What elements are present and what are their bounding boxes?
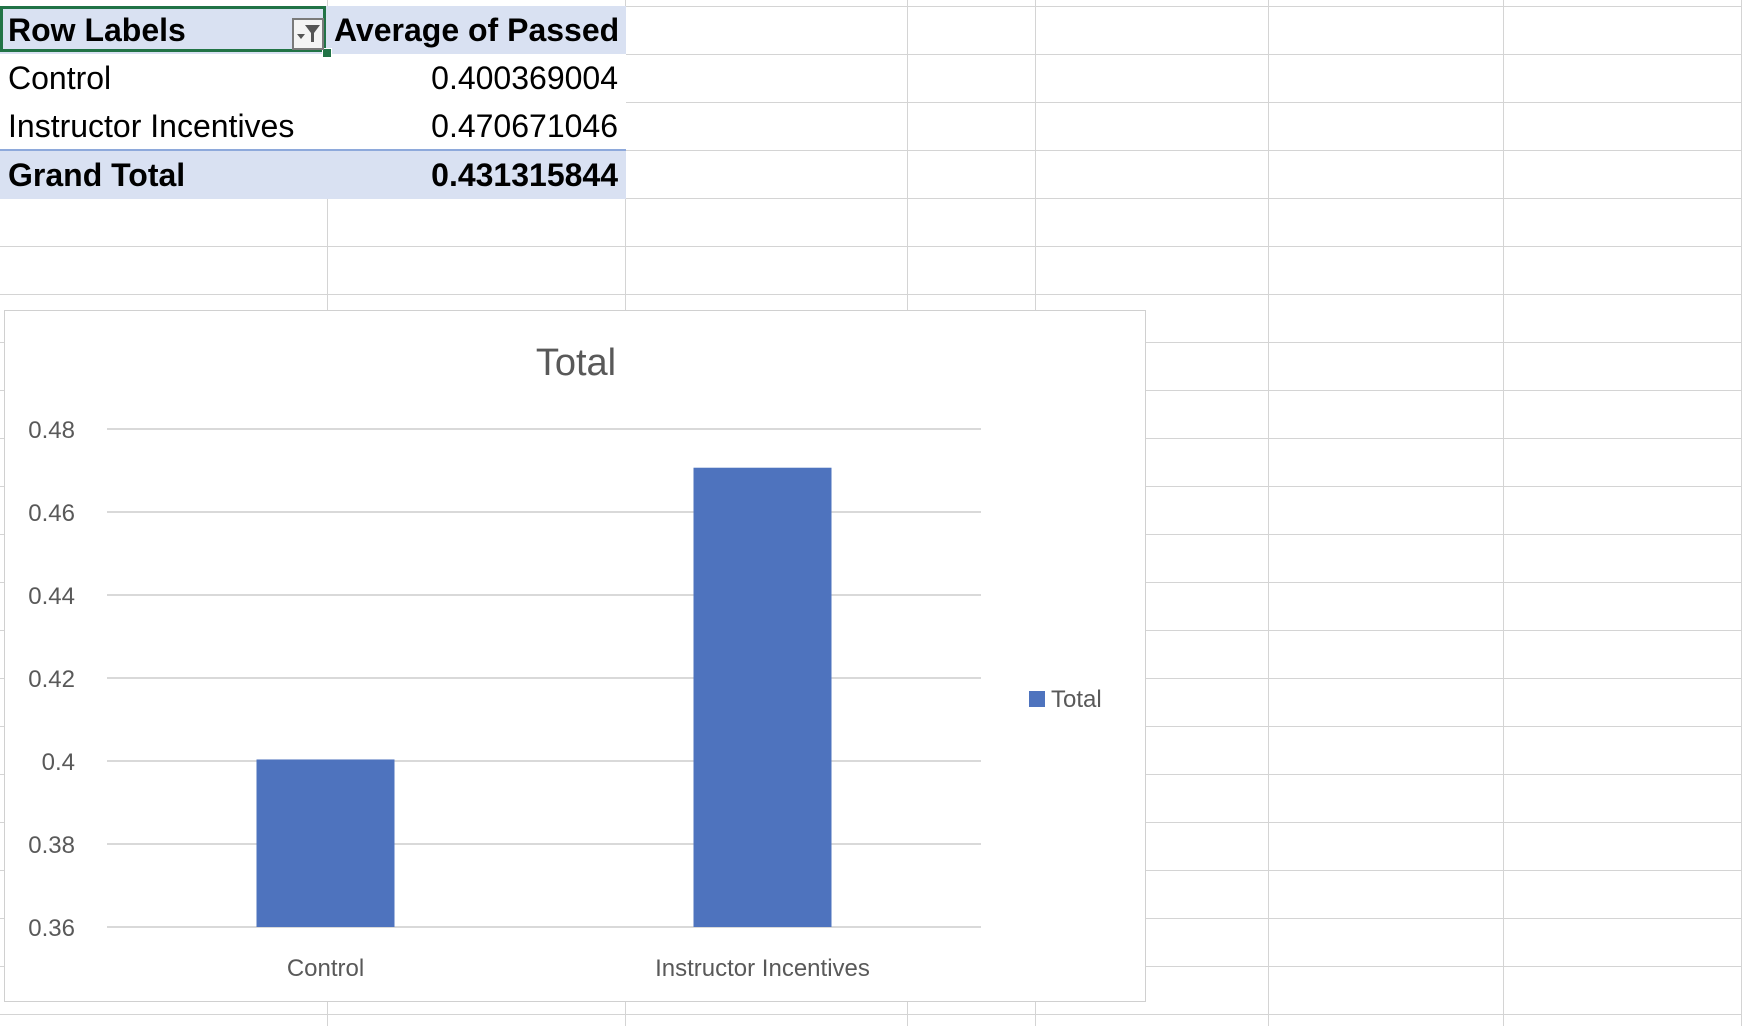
x-axis[interactable]: Control Instructor Incentives: [287, 955, 870, 982]
column-divider: [1503, 0, 1504, 1026]
row-divider: [0, 1014, 1742, 1015]
y-tick-label: 0.44: [28, 583, 75, 610]
x-category-label: Control: [287, 955, 364, 982]
pivot-row-label[interactable]: Control: [8, 60, 112, 96]
legend-swatch: [1029, 691, 1045, 707]
legend-label: Total: [1051, 686, 1102, 713]
pivot-row[interactable]: Instructor Incentives 0.470671046: [0, 102, 626, 150]
bar-chart[interactable]: Total 0.36 0.38 0.4 0.42 0.44 0.46 0.48 Contro…: [4, 310, 1146, 1002]
y-tick-label: 0.4: [42, 749, 75, 776]
filter-dropdown-icon: [297, 25, 320, 42]
pivot-row-value[interactable]: 0.400369004: [431, 60, 618, 96]
chart-canvas: Total 0.36 0.38 0.4 0.42 0.44 0.46 0.48 Contro…: [28, 342, 1102, 982]
grand-total-separator: [0, 149, 626, 151]
bar-series[interactable]: [256, 467, 832, 927]
y-tick-label: 0.36: [28, 915, 75, 942]
bar[interactable]: [256, 759, 395, 927]
grand-total-value[interactable]: 0.431315844: [431, 157, 618, 193]
bar[interactable]: [693, 467, 832, 927]
gridlines: [107, 428, 981, 928]
y-tick-label: 0.46: [28, 500, 75, 527]
row-labels-header[interactable]: Row Labels: [8, 12, 186, 48]
row-divider: [0, 6, 1742, 7]
x-category-label: Instructor Incentives: [655, 955, 870, 982]
row-divider: [0, 198, 1742, 199]
fill-handle[interactable]: [322, 48, 332, 58]
row-divider: [0, 102, 1742, 103]
active-cell-selection[interactable]: [0, 6, 326, 52]
grand-total-label[interactable]: Grand Total: [8, 157, 186, 193]
grand-total-row[interactable]: Grand Total 0.431315844: [0, 151, 626, 199]
row-labels-filter-button[interactable]: [292, 18, 324, 50]
pivot-row-label[interactable]: Instructor Incentives: [8, 108, 295, 144]
pivot-row-value[interactable]: 0.470671046: [431, 108, 618, 144]
y-tick-label: 0.42: [28, 666, 75, 693]
y-axis[interactable]: 0.36 0.38 0.4 0.42 0.44 0.46 0.48: [28, 417, 75, 942]
row-divider: [0, 246, 1742, 247]
chart-legend[interactable]: Total: [1029, 686, 1102, 713]
row-divider: [0, 150, 1742, 151]
row-divider: [0, 54, 1742, 55]
y-tick-label: 0.48: [28, 417, 75, 444]
pivot-row[interactable]: Control 0.400369004: [0, 54, 626, 102]
row-divider: [0, 294, 1742, 295]
chart-title[interactable]: Total: [536, 342, 616, 384]
y-tick-label: 0.38: [28, 832, 75, 859]
average-of-passed-header[interactable]: Average of Passed: [334, 12, 620, 48]
column-divider: [1268, 0, 1269, 1026]
